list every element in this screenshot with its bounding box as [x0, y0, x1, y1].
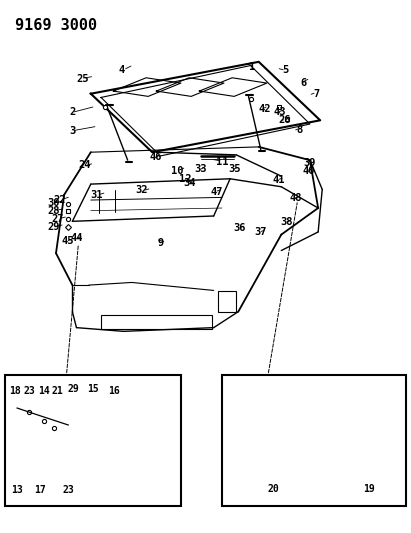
Text: 41: 41	[273, 175, 286, 185]
Text: 32: 32	[136, 185, 148, 196]
Text: 31: 31	[91, 190, 103, 200]
Text: 17: 17	[34, 485, 46, 495]
Text: 13: 13	[11, 485, 23, 495]
Text: 46: 46	[149, 152, 162, 162]
Text: 2: 2	[69, 107, 76, 117]
Text: 1: 1	[249, 62, 256, 72]
Bar	[100, 412, 128, 438]
Bar	[101, 316, 212, 329]
Text: 16: 16	[99, 410, 111, 421]
Text: 23: 23	[62, 485, 74, 495]
Text: 3: 3	[69, 126, 76, 136]
Text: 38: 38	[280, 217, 293, 228]
Text: 27: 27	[52, 214, 64, 224]
Text: 29: 29	[48, 222, 60, 232]
Text: 37: 37	[254, 227, 267, 237]
Text: 39: 39	[303, 158, 315, 168]
Bar	[222, 375, 406, 506]
Text: 19: 19	[322, 441, 335, 451]
Bar	[5, 375, 181, 506]
Text: 33: 33	[194, 164, 207, 174]
Text: 15: 15	[87, 384, 99, 393]
Text: 40: 40	[303, 166, 315, 176]
Bar	[72, 420, 97, 456]
Text: 47: 47	[211, 187, 223, 197]
Text: 44: 44	[70, 233, 83, 244]
Text: 14: 14	[38, 386, 49, 396]
Text: 8: 8	[297, 125, 303, 135]
Text: 19: 19	[363, 484, 375, 494]
Text: 29: 29	[67, 384, 79, 393]
Text: 14: 14	[54, 414, 66, 424]
Text: 9169 3000: 9169 3000	[15, 18, 97, 33]
Text: 36: 36	[233, 223, 245, 233]
Text: 34: 34	[183, 178, 195, 188]
Text: 42: 42	[259, 103, 271, 114]
Bar	[218, 292, 236, 312]
Text: 20: 20	[268, 484, 279, 494]
Text: 43: 43	[274, 107, 286, 117]
Text: 10: 10	[171, 166, 183, 176]
Text: 26: 26	[278, 115, 291, 125]
Text: 28: 28	[48, 206, 60, 216]
Text: 22: 22	[54, 195, 66, 205]
Text: 16: 16	[108, 386, 120, 396]
Text: 5: 5	[282, 65, 289, 75]
Text: 15: 15	[89, 414, 101, 424]
Text: 48: 48	[289, 193, 302, 204]
Text: 18: 18	[9, 386, 21, 396]
Text: 25: 25	[76, 74, 89, 84]
Text: 12: 12	[179, 174, 191, 184]
Text: 9: 9	[157, 238, 164, 247]
Text: 21: 21	[52, 386, 64, 396]
Text: 35: 35	[228, 164, 240, 174]
Text: 45: 45	[61, 236, 74, 246]
Text: 23: 23	[23, 386, 35, 396]
Text: 11: 11	[216, 157, 228, 167]
Text: 7: 7	[313, 88, 319, 99]
Text: 30: 30	[47, 198, 59, 208]
Text: 24: 24	[79, 160, 91, 171]
Text: 6: 6	[301, 78, 307, 88]
Text: 20: 20	[276, 434, 289, 445]
Text: 4: 4	[118, 65, 125, 75]
